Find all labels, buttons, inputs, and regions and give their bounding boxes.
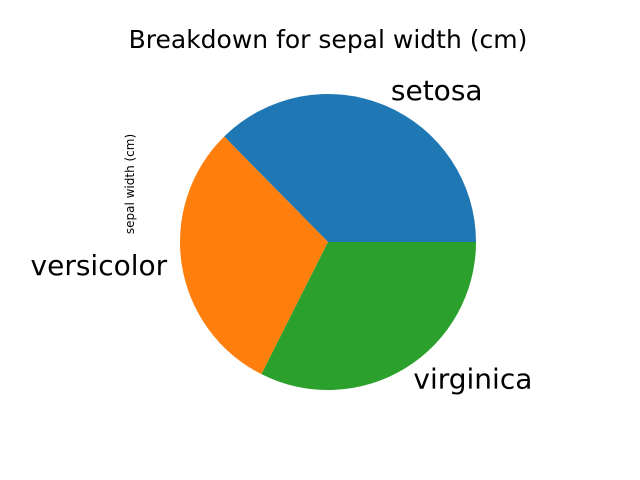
pie-slice-setosa (224, 93, 476, 242)
pie-slice-virginica (261, 242, 476, 390)
y-axis-label: sepal width (cm) (123, 134, 137, 234)
pie-slices (179, 93, 476, 390)
pie-labels: setosa versicolor virginica (31, 74, 533, 396)
pie-slice-versicolor (179, 136, 328, 375)
chart-title: Breakdown for sepal width (cm) (129, 25, 528, 54)
pie-label-setosa: setosa (391, 74, 483, 107)
pie-label-virginica: virginica (413, 363, 532, 396)
pie-label-versicolor: versicolor (31, 249, 168, 282)
